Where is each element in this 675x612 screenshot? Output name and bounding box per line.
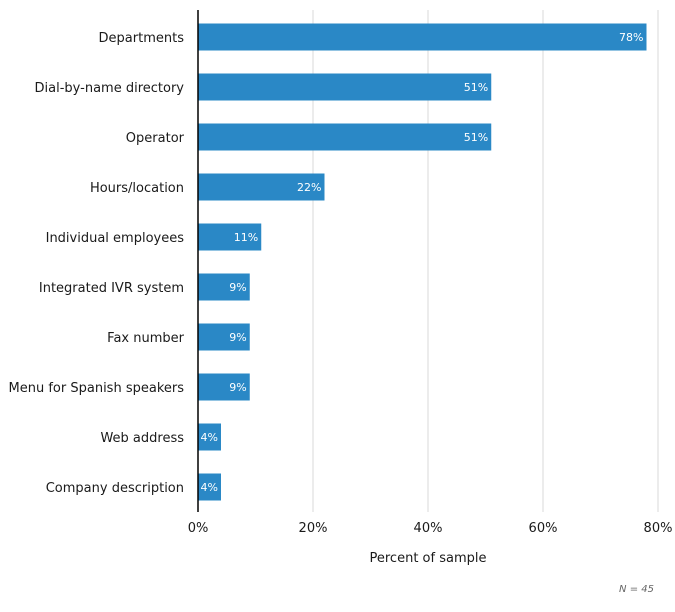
data-label: 51% — [464, 131, 488, 144]
data-label: 11% — [234, 231, 258, 244]
category-label: Dial-by-name directory — [35, 81, 185, 96]
data-label: 9% — [229, 381, 246, 394]
category-label: Company description — [46, 481, 184, 496]
x-tick-label: 20% — [299, 521, 328, 536]
bar — [198, 423, 221, 451]
category-label: Web address — [100, 431, 184, 446]
bar — [198, 23, 647, 51]
bars: 78% 51% 51% 22% 11% 9% 9% 9% 4% 4% — [198, 23, 647, 501]
category-label: Fax number — [107, 331, 184, 346]
bar — [198, 323, 250, 351]
data-label: 4% — [201, 481, 218, 494]
sample-size-note: N = 45 — [619, 584, 654, 595]
category-label: Menu for Spanish speakers — [9, 381, 185, 396]
data-label: 9% — [229, 331, 246, 344]
data-label: 78% — [619, 31, 643, 44]
x-tick-label: 80% — [644, 521, 673, 536]
bar — [198, 223, 262, 251]
x-tick-label: 0% — [188, 521, 209, 536]
bar — [198, 73, 492, 101]
bar — [198, 173, 325, 201]
category-label: Integrated IVR system — [39, 281, 184, 296]
data-label: 4% — [201, 431, 218, 444]
category-label: Hours/location — [90, 181, 184, 196]
x-tick-labels: 0% 20% 40% 60% 80% — [188, 521, 673, 536]
bar — [198, 273, 250, 301]
x-axis-label: Percent of sample — [370, 551, 487, 566]
category-label: Individual employees — [46, 231, 185, 246]
x-tick-label: 60% — [529, 521, 558, 536]
category-label: Operator — [126, 131, 185, 146]
bar — [198, 373, 250, 401]
category-label: Departments — [99, 31, 185, 46]
x-tick-label: 40% — [414, 521, 443, 536]
data-label: 22% — [297, 181, 321, 194]
bar — [198, 473, 221, 501]
data-label: 9% — [229, 281, 246, 294]
bar — [198, 123, 492, 151]
data-label: 51% — [464, 81, 488, 94]
category-labels: Departments Dial-by-name directory Operato… — [9, 31, 185, 496]
